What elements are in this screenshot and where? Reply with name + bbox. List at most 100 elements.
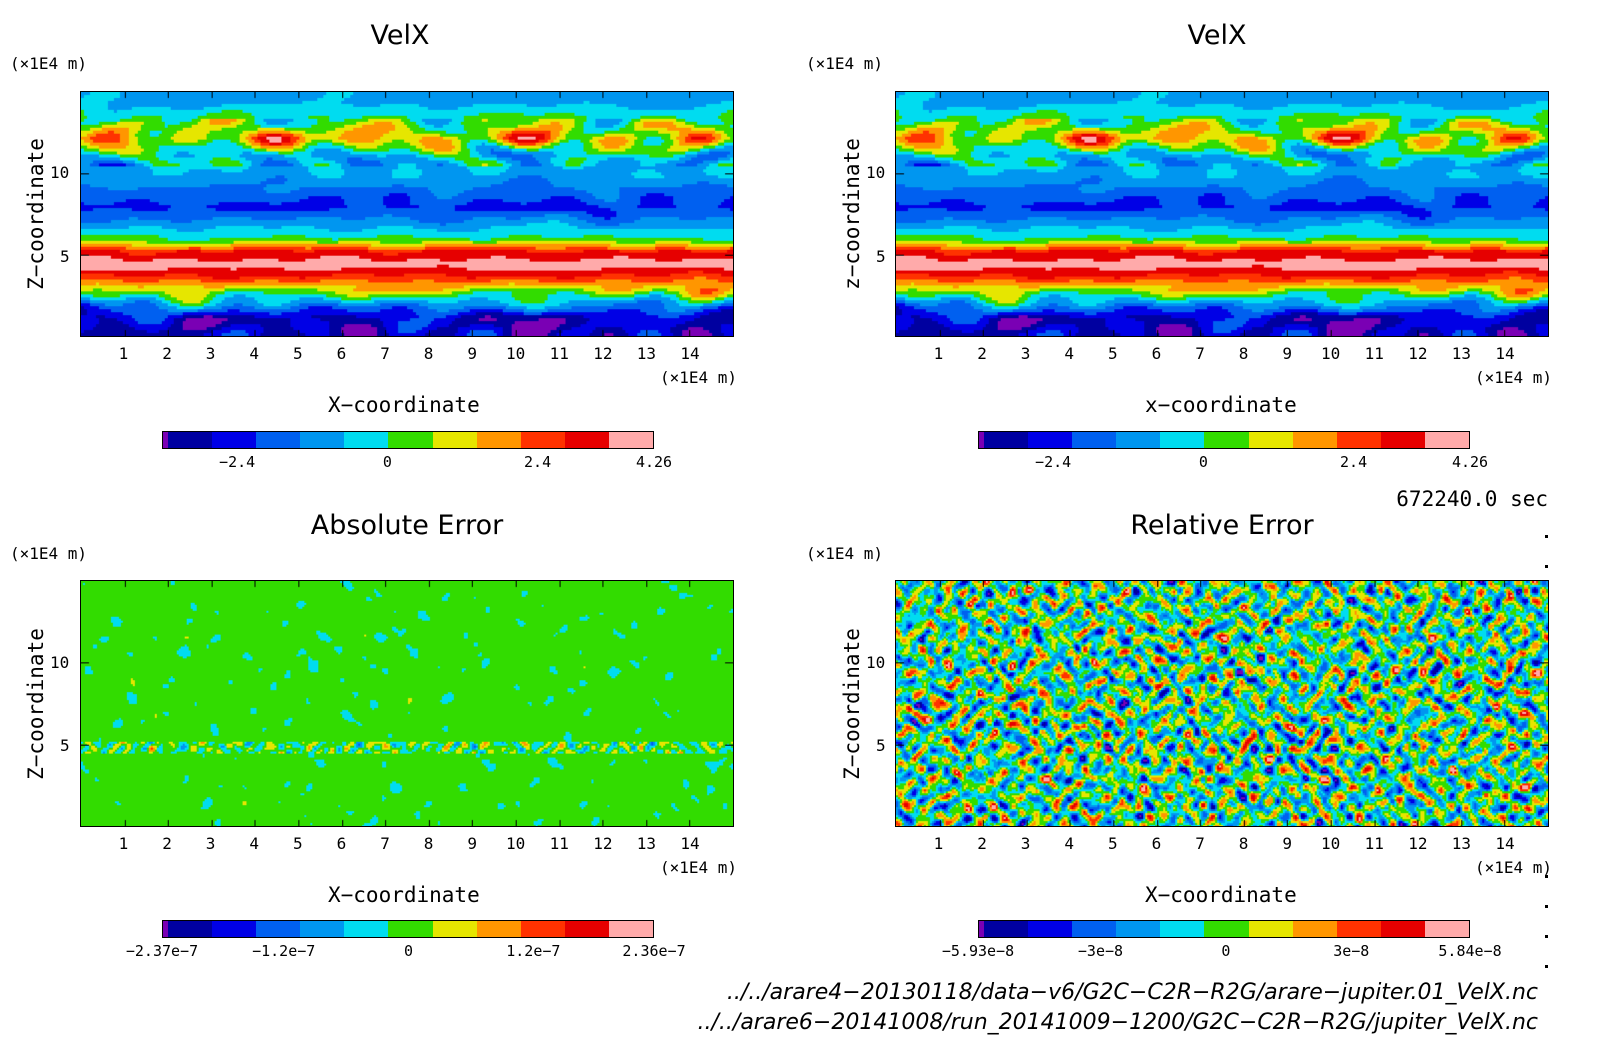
y-tick-label: 10 xyxy=(50,653,70,672)
x-tick-label: 5 xyxy=(293,344,303,363)
x-tick-label: 11 xyxy=(1364,344,1384,363)
file-path-2: ../../arare6−20141008/run_20141009−1200/… xyxy=(697,1010,1538,1035)
colorbar-swatch xyxy=(256,921,301,937)
x-tick-label: 14 xyxy=(680,834,700,853)
heatmap-canvas xyxy=(81,92,733,336)
colorbar-swatch xyxy=(520,432,565,448)
colorbar-swatch xyxy=(1424,432,1470,448)
colorbar-label: −1.2e−7 xyxy=(252,942,316,960)
colorbar-swatch xyxy=(1116,432,1161,448)
colorbar-swatch xyxy=(1248,432,1293,448)
colorbar-swatch xyxy=(520,921,565,937)
margin-dot xyxy=(1545,935,1548,938)
colorbar-swatch xyxy=(1160,921,1205,937)
x-tick-label: 4 xyxy=(249,834,260,853)
margin-dot xyxy=(1545,875,1548,878)
panel-title: Relative Error xyxy=(1130,510,1314,541)
x-tick-label: 12 xyxy=(1408,834,1428,853)
x-tick-label: 7 xyxy=(380,834,390,853)
colorbar-swatch xyxy=(163,921,168,937)
x-axis-label: X−coordinate xyxy=(328,883,480,907)
y-unit-label: (×1E4 m) xyxy=(10,54,88,73)
x-tick-label: 11 xyxy=(549,834,569,853)
x-tick-label: 10 xyxy=(506,344,526,363)
heatmap-plot xyxy=(80,580,734,827)
x-tick-label: 4 xyxy=(249,344,260,363)
colorbar-swatch xyxy=(1160,432,1205,448)
colorbar-swatch xyxy=(564,432,609,448)
x-tick-label: 1 xyxy=(118,834,129,853)
colorbar-label: 0 xyxy=(1198,453,1208,471)
colorbar-label: 2.4 xyxy=(1340,453,1368,471)
x-tick-label: 10 xyxy=(1321,344,1341,363)
panel-title: VelX xyxy=(1187,20,1247,51)
x-tick-label: 1 xyxy=(933,834,944,853)
colorbar-swatch xyxy=(1072,432,1117,448)
x-tick-label: 6 xyxy=(336,834,347,853)
colorbar-swatch xyxy=(1380,921,1425,937)
x-tick-label: 12 xyxy=(1408,344,1428,363)
x-ticks: 1 2 3 4 5 6 7 8 9 10 11 12 13 14 xyxy=(895,344,1549,364)
x-tick-label: 13 xyxy=(636,344,657,363)
colorbar-swatch xyxy=(1336,432,1381,448)
colorbar-swatch xyxy=(212,921,257,937)
x-tick-label: 9 xyxy=(467,834,478,853)
colorbar-swatch xyxy=(388,432,433,448)
x-tick-label: 4 xyxy=(1064,344,1075,363)
file-path-1: ../../arare4−20130118/data−v6/G2C−C2R−R2… xyxy=(726,980,1538,1005)
y-tick-label: 5 xyxy=(876,736,886,755)
x-axis-label: X−coordinate xyxy=(328,393,480,417)
colorbar-swatch xyxy=(212,432,257,448)
x-tick-label: 5 xyxy=(1108,344,1118,363)
x-tick-label: 7 xyxy=(1195,834,1205,853)
panel-title: Absolute Error xyxy=(310,510,504,541)
colorbar-swatch xyxy=(1028,432,1073,448)
colorbar-swatch xyxy=(1072,921,1117,937)
x-tick-label: 2 xyxy=(162,344,172,363)
time-label: 672240.0 sec xyxy=(1396,487,1548,511)
colorbar-swatch xyxy=(476,432,521,448)
x-tick-label: 8 xyxy=(423,834,434,853)
x-ticks: 1 2 3 4 5 6 7 8 9 10 11 12 13 14 xyxy=(895,834,1549,854)
colorbar-swatch xyxy=(344,432,389,448)
x-tick-label: 13 xyxy=(1451,834,1472,853)
x-tick-label: 6 xyxy=(1151,344,1162,363)
colorbar xyxy=(162,920,654,938)
colorbar-label: 0 xyxy=(1221,942,1231,960)
colorbar-swatch xyxy=(608,921,654,937)
colorbar-swatch xyxy=(1248,921,1293,937)
colorbar-swatch xyxy=(300,432,345,448)
x-tick-label: 9 xyxy=(1282,344,1293,363)
margin-dot xyxy=(1545,965,1548,968)
x-tick-label: 7 xyxy=(380,344,390,363)
y-unit-label: (×1E4 m) xyxy=(806,54,884,73)
x-tick-label: 1 xyxy=(933,344,944,363)
colorbar-swatch xyxy=(476,921,521,937)
x-tick-label: 5 xyxy=(293,834,303,853)
colorbar xyxy=(162,431,654,449)
colorbar-label: 4.26 xyxy=(1451,453,1489,471)
y-unit-label: (×1E4 m) xyxy=(806,544,884,563)
colorbar-swatch xyxy=(388,921,433,937)
colorbar-swatch xyxy=(1204,921,1249,937)
x-tick-label: 8 xyxy=(1238,834,1249,853)
x-ticks: 1 2 3 4 5 6 7 8 9 10 11 12 13 14 xyxy=(80,834,734,854)
y-tick-label: 5 xyxy=(60,736,70,755)
colorbar-labels: −2.4 0 2.4 4.26 xyxy=(978,453,1488,473)
x-tick-label: 14 xyxy=(1495,344,1515,363)
x-tick-label: 12 xyxy=(593,344,613,363)
y-tick-label: 5 xyxy=(876,247,886,266)
x-tick-label: 3 xyxy=(1020,344,1031,363)
colorbar-swatch xyxy=(344,921,389,937)
colorbar-swatch xyxy=(432,432,477,448)
colorbar-label: 0 xyxy=(404,942,414,960)
colorbar-label: 4.26 xyxy=(635,453,673,471)
colorbar-swatch xyxy=(1204,432,1249,448)
y-tick-label: 10 xyxy=(866,653,886,672)
y-axis-label: Z−coordinate xyxy=(23,628,48,780)
colorbar-swatch xyxy=(256,432,301,448)
colorbar-swatch xyxy=(984,432,1029,448)
colorbar-swatch xyxy=(168,432,213,448)
colorbar-labels: −5.93e−8 −3e−8 0 3e−8 5.84e−8 xyxy=(942,942,1502,962)
x-tick-label: 3 xyxy=(205,344,216,363)
